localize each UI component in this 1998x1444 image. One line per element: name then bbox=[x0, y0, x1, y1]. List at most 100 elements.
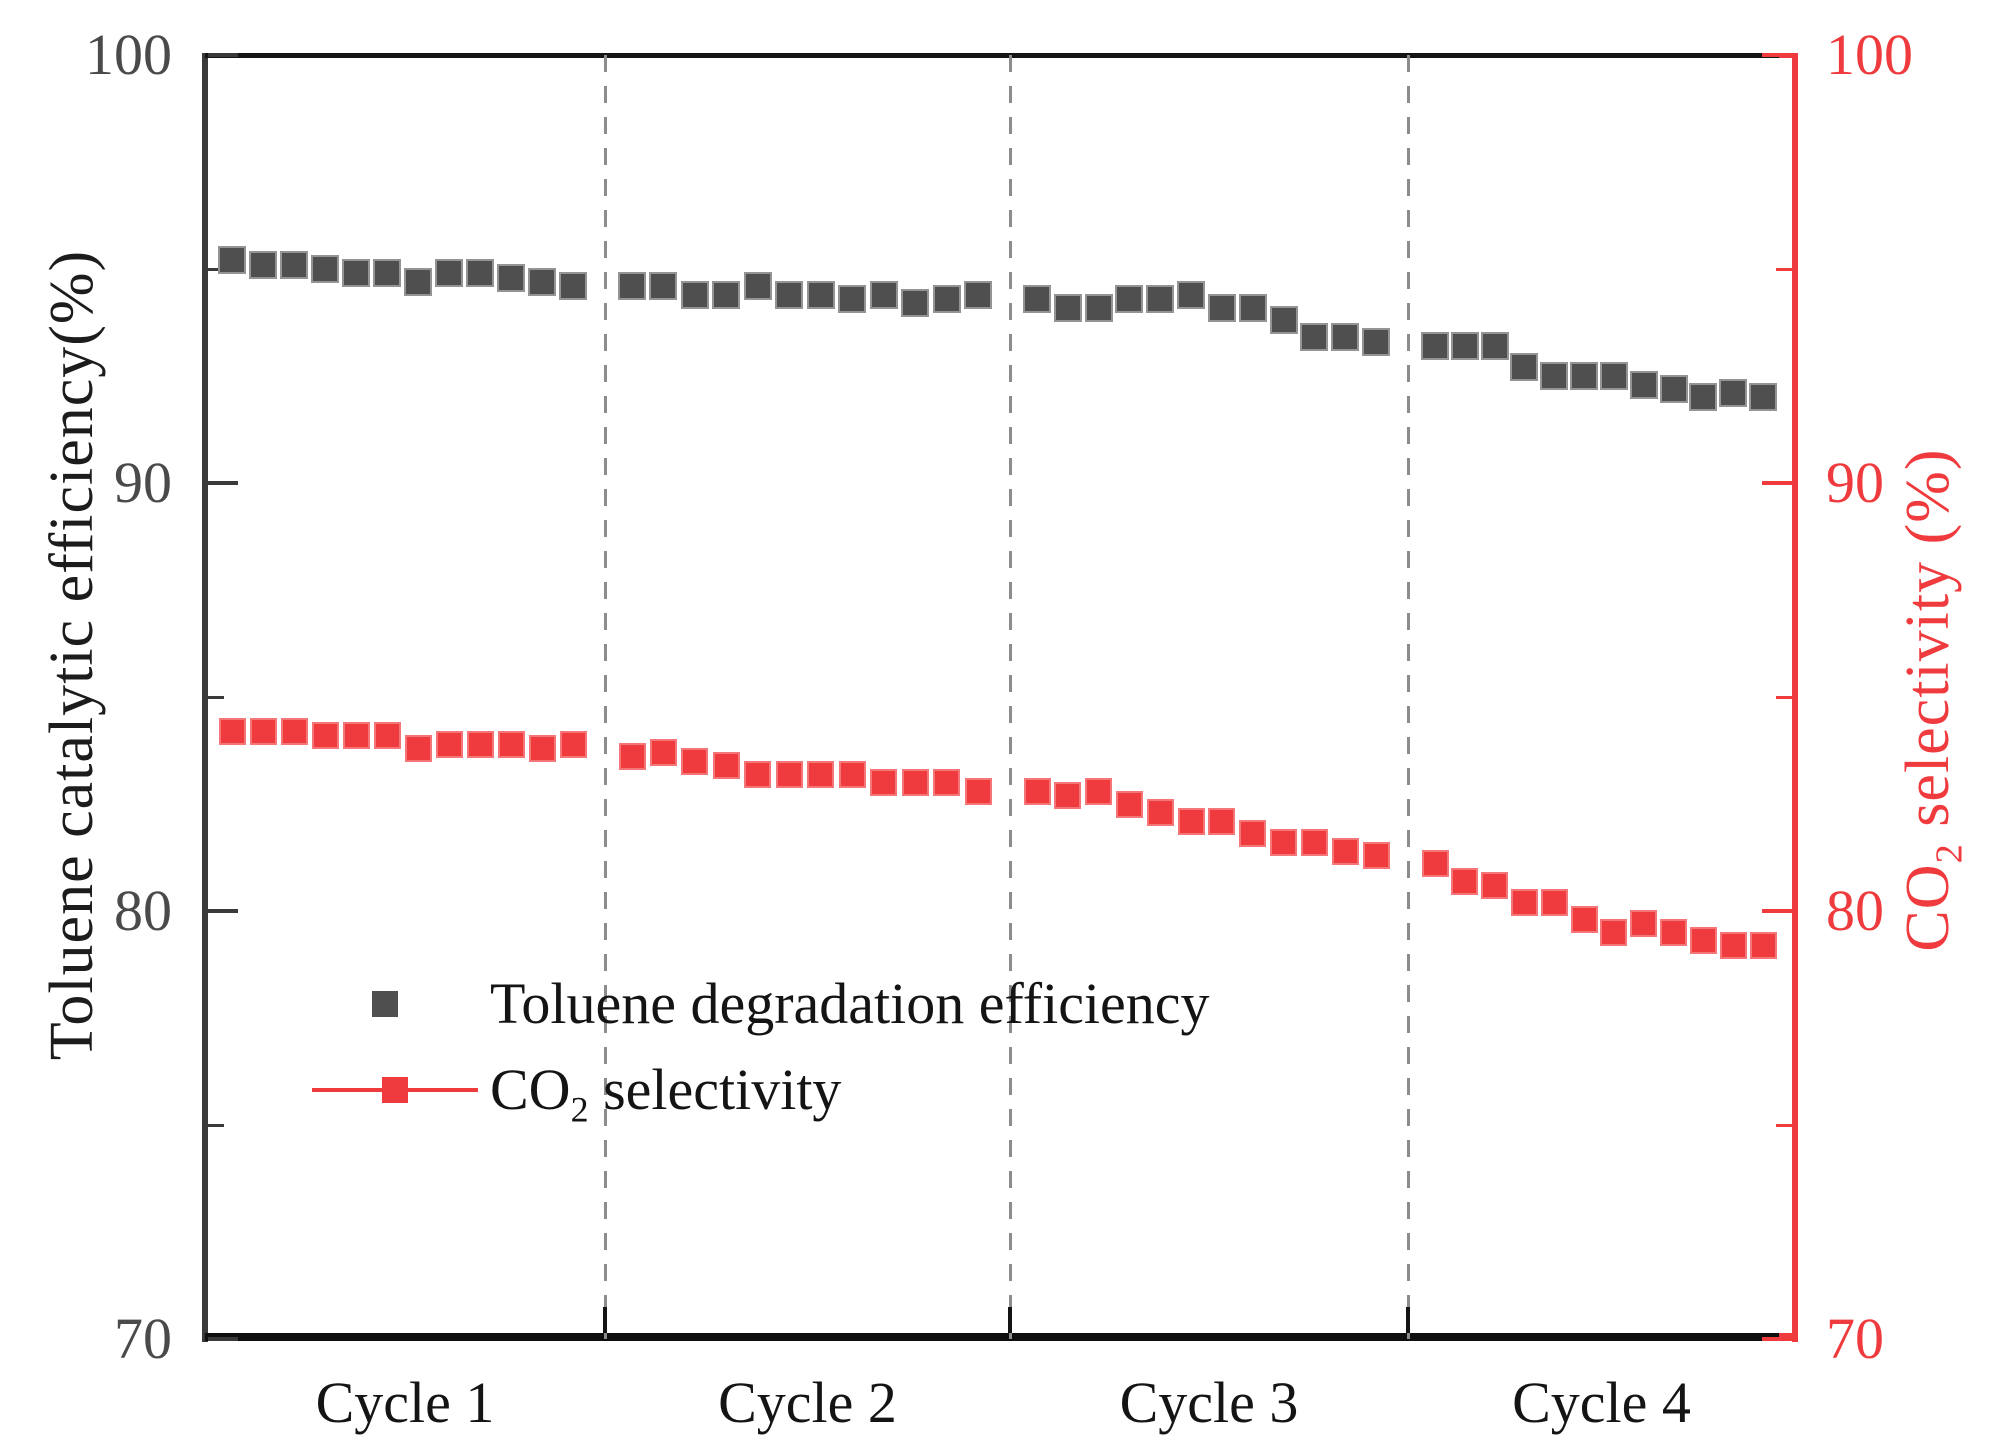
data-point-co2 bbox=[1362, 841, 1390, 869]
data-point-co2 bbox=[435, 730, 463, 758]
left-axis-tick-label: 80 bbox=[114, 878, 172, 943]
data-point-toluene bbox=[1749, 383, 1777, 412]
left-axis-major-tick bbox=[208, 909, 238, 913]
cycle-divider-dashed-line bbox=[1008, 55, 1012, 1339]
data-point-co2 bbox=[1630, 910, 1658, 938]
data-point-co2 bbox=[280, 717, 308, 745]
data-point-co2 bbox=[1749, 931, 1777, 959]
data-point-co2 bbox=[1540, 888, 1568, 916]
data-point-toluene bbox=[280, 250, 308, 279]
data-point-co2 bbox=[1600, 918, 1628, 946]
right-axis-tick-label: 80 bbox=[1826, 878, 1884, 943]
x-axis-category-label: Cycle 1 bbox=[315, 1370, 495, 1435]
data-point-co2 bbox=[1570, 906, 1598, 934]
data-point-toluene bbox=[1719, 379, 1748, 408]
data-point-co2 bbox=[649, 739, 677, 767]
data-point-toluene bbox=[1421, 332, 1449, 361]
data-point-toluene bbox=[1480, 332, 1509, 361]
data-point-toluene bbox=[1146, 284, 1175, 313]
left-axis-minor-tick bbox=[208, 1123, 224, 1127]
data-point-co2 bbox=[618, 743, 646, 771]
data-point-toluene bbox=[1177, 280, 1206, 309]
right-axis-title: CO2 selectivity (%) bbox=[1886, 50, 1970, 1350]
data-point-toluene bbox=[1053, 293, 1082, 322]
data-point-toluene bbox=[618, 272, 646, 301]
data-point-co2 bbox=[964, 777, 992, 805]
data-point-toluene bbox=[1450, 332, 1479, 361]
data-point-toluene bbox=[1510, 353, 1539, 382]
data-point-co2 bbox=[466, 730, 494, 758]
data-point-co2 bbox=[373, 722, 401, 750]
data-point-co2 bbox=[404, 734, 432, 762]
legend-marker-toluene-square bbox=[372, 991, 398, 1017]
data-point-co2 bbox=[744, 760, 772, 788]
data-point-toluene bbox=[435, 259, 463, 288]
data-point-co2 bbox=[681, 747, 709, 775]
data-point-toluene bbox=[559, 272, 587, 301]
left-axis-minor-tick bbox=[208, 695, 224, 699]
data-point-co2 bbox=[1146, 799, 1174, 827]
data-point-toluene bbox=[1300, 323, 1329, 352]
x-axis-tick bbox=[1406, 1307, 1410, 1333]
data-point-co2 bbox=[712, 751, 740, 779]
right-axis-major-tick bbox=[1762, 481, 1792, 485]
data-point-toluene bbox=[218, 246, 246, 275]
data-point-co2 bbox=[807, 760, 835, 788]
data-point-co2 bbox=[1660, 918, 1688, 946]
data-point-toluene bbox=[775, 280, 804, 309]
data-point-toluene bbox=[1269, 306, 1298, 335]
data-point-co2 bbox=[1300, 829, 1328, 857]
data-point-co2 bbox=[249, 717, 277, 745]
left-axis-tick-label: 90 bbox=[114, 450, 172, 515]
right-axis-major-tick bbox=[1762, 1337, 1792, 1341]
data-point-toluene bbox=[1238, 293, 1267, 322]
data-point-co2 bbox=[1510, 888, 1538, 916]
data-point-co2 bbox=[1481, 871, 1509, 899]
data-point-co2 bbox=[1085, 777, 1113, 805]
right-axis-title-subscript: 2 bbox=[1928, 843, 1971, 864]
x-axis-tick bbox=[1008, 1307, 1012, 1333]
data-point-co2 bbox=[901, 769, 929, 797]
x-axis-category-label: Cycle 4 bbox=[1512, 1370, 1691, 1435]
right-axis-tick-label: 70 bbox=[1826, 1306, 1884, 1371]
right-axis-major-tick bbox=[1762, 909, 1792, 913]
legend-label-co2-post: selectivity bbox=[588, 1057, 842, 1122]
x-axis-category-label: Cycle 3 bbox=[1119, 1370, 1299, 1435]
data-point-toluene bbox=[901, 289, 930, 318]
data-point-toluene bbox=[869, 280, 898, 309]
data-point-co2 bbox=[1115, 790, 1143, 818]
left-axis-major-tick bbox=[208, 53, 238, 57]
left-axis-title: Toluene catalytic efficiency(%) bbox=[38, 249, 106, 1061]
legend-marker-co2-square bbox=[382, 1077, 408, 1103]
data-point-co2 bbox=[870, 769, 898, 797]
data-point-co2 bbox=[1208, 807, 1236, 835]
left-axis-line bbox=[202, 53, 208, 1342]
data-point-co2 bbox=[218, 717, 246, 745]
data-point-co2 bbox=[311, 722, 339, 750]
data-point-toluene bbox=[311, 255, 339, 283]
data-point-toluene bbox=[1570, 362, 1599, 390]
legend-label-co2-subscript: 2 bbox=[570, 1089, 589, 1130]
legend-label-toluene: Toluene degradation efficiency bbox=[490, 971, 1210, 1036]
cycle-divider-dashed-line bbox=[1406, 55, 1410, 1339]
left-axis-major-tick bbox=[208, 1337, 238, 1341]
data-point-co2 bbox=[1054, 781, 1082, 809]
top-axis-line bbox=[205, 53, 1779, 58]
data-point-toluene bbox=[1599, 362, 1628, 390]
cycle-divider-dashed-line bbox=[603, 55, 607, 1339]
data-point-co2 bbox=[1719, 931, 1747, 959]
data-point-toluene bbox=[680, 280, 709, 309]
data-point-toluene bbox=[1659, 374, 1688, 403]
right-axis-tick-label: 100 bbox=[1826, 22, 1913, 87]
data-point-toluene bbox=[1115, 284, 1144, 313]
legend-label-co2: CO2 selectivity bbox=[490, 1052, 842, 1130]
data-point-toluene bbox=[1207, 293, 1236, 322]
x-axis-category-label: Cycle 2 bbox=[718, 1370, 897, 1435]
data-point-toluene bbox=[806, 280, 835, 309]
data-point-co2 bbox=[559, 730, 587, 758]
data-point-toluene bbox=[743, 272, 772, 301]
left-axis-major-tick bbox=[208, 481, 238, 485]
data-point-co2 bbox=[1331, 837, 1359, 865]
data-point-co2 bbox=[1239, 820, 1267, 848]
